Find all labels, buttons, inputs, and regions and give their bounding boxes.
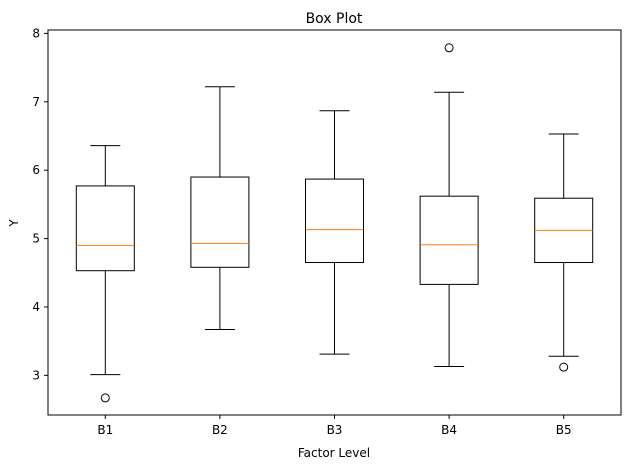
y-tick-label: 6 xyxy=(32,163,40,177)
x-axis-title: Factor Level xyxy=(298,446,370,460)
y-axis-title: Y xyxy=(7,219,21,228)
x-tick-label: B2 xyxy=(212,423,228,437)
box-b4 xyxy=(419,43,479,367)
y-tick-label: 4 xyxy=(32,300,40,314)
iqr-box xyxy=(75,185,135,272)
box-b2 xyxy=(190,86,250,331)
outlier-point xyxy=(559,362,569,372)
x-axis: B1 B2 B3 B4 B5 xyxy=(97,415,572,437)
y-tick-label: 8 xyxy=(32,26,40,40)
x-tick-label: B4 xyxy=(441,423,457,437)
outlier-point xyxy=(100,393,110,403)
x-tick-label: B3 xyxy=(327,423,343,437)
x-tick-label: B1 xyxy=(97,423,113,437)
y-tick-label: 7 xyxy=(32,95,40,109)
box-b1 xyxy=(75,145,135,403)
chart-title: Box Plot xyxy=(306,11,363,27)
box-b3 xyxy=(305,110,364,355)
iqr-box xyxy=(190,176,250,268)
iqr-box xyxy=(419,195,479,285)
boxes-group xyxy=(75,43,594,403)
y-tick-label: 3 xyxy=(32,368,40,382)
y-axis: 3 4 5 6 7 8 xyxy=(32,26,48,382)
iqr-box xyxy=(305,178,364,264)
box-b5 xyxy=(534,133,594,372)
x-tick-label: B5 xyxy=(556,423,572,437)
y-tick-label: 5 xyxy=(32,232,40,246)
outlier-point xyxy=(444,43,454,53)
